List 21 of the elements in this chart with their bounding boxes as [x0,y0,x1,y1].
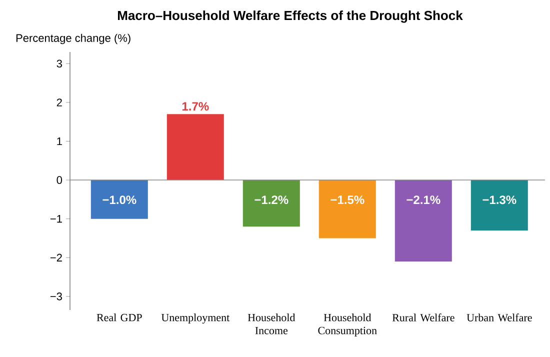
y-tick-label: −1 [50,215,62,223]
data-label: −1.0% [102,196,136,204]
x-tick-label: Household Consumption [318,314,377,337]
data-label: −1.3% [482,196,516,204]
x-tick-label: Urban Welfare [466,314,532,322]
data-label: −1.5% [330,196,364,204]
y-tick-label: 2 [56,98,62,106]
y-tick-label: −2 [50,254,62,262]
data-label: −1.2% [254,196,288,204]
x-tick-label: Unemployment [161,314,230,324]
y-tick-label: 3 [56,60,62,68]
data-label: −2.1% [406,196,440,204]
data-label: 1.7% [182,102,209,111]
x-tick-label: Real GDP [96,314,142,322]
y-tick-label: 1 [57,137,62,146]
chart-title: Macro–Household Welfare Effects of the Drought Shock [118,10,463,23]
x-tick-label: Rural Welfare [392,314,454,322]
y-tick-label: −3 [50,292,62,300]
x-tick-label: Household Income [248,314,296,334]
y-tick-label: 0 [56,176,62,184]
y-axis-title: Percentage change (%) [16,34,130,44]
